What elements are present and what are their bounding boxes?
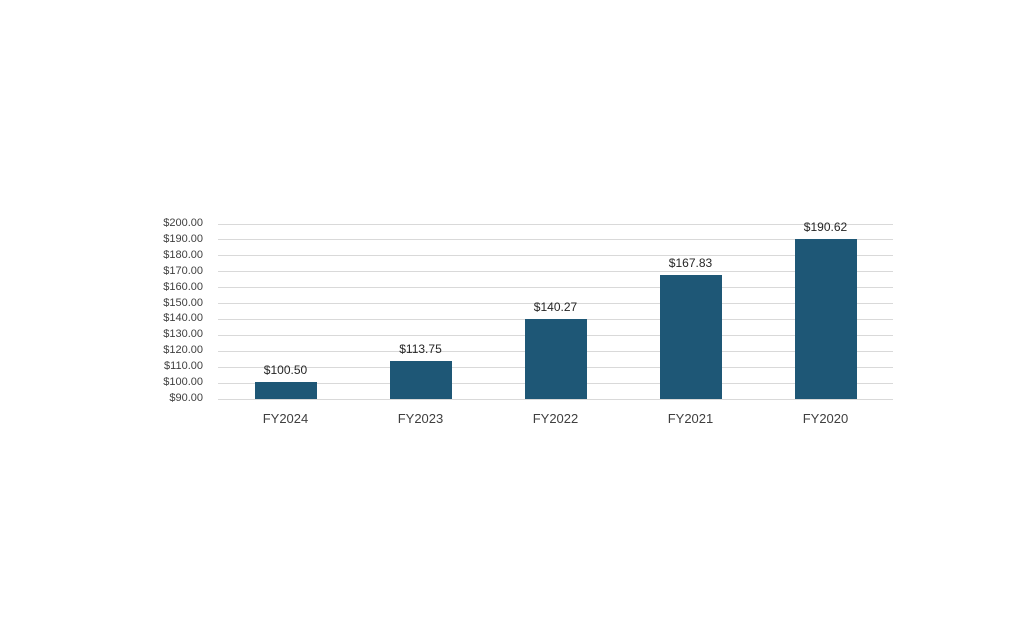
x-axis-category-label: FY2021 xyxy=(667,411,714,426)
y-axis-tick-label: $130.00 xyxy=(163,328,203,341)
y-axis-tick-label: $150.00 xyxy=(163,296,203,309)
bar-fy2024 xyxy=(254,382,317,399)
y-axis-tick-label: $170.00 xyxy=(163,264,203,277)
bar-fy2023 xyxy=(389,361,452,399)
y-axis-tick-label: $180.00 xyxy=(163,248,203,261)
y-axis-tick-label: $90.00 xyxy=(169,392,203,404)
bar-fy2022 xyxy=(524,319,587,399)
gridline xyxy=(218,287,893,289)
y-axis-tick-label: $160.00 xyxy=(163,280,203,293)
x-axis-category-label: FY2022 xyxy=(532,411,579,426)
y-axis-tick-label: $120.00 xyxy=(163,344,203,357)
bar-value-label: $113.75 xyxy=(399,342,442,357)
gridline xyxy=(218,271,893,273)
y-axis-tick-label: $110.00 xyxy=(164,360,203,373)
y-axis-tick-label: $190.00 xyxy=(163,232,203,245)
bar-value-label: $140.27 xyxy=(533,300,578,315)
x-axis-category-label: FY2024 xyxy=(262,411,309,426)
gridline xyxy=(218,255,893,257)
y-axis-tick-label: $100.00 xyxy=(163,376,203,389)
bar-fy2021 xyxy=(659,275,722,399)
gridline xyxy=(218,239,893,241)
x-axis-category-label: FY2023 xyxy=(397,411,444,426)
x-axis-category-label: FY2020 xyxy=(802,411,849,426)
y-axis-tick-label: $200.00 xyxy=(163,217,203,229)
bar-value-label: $100.50 xyxy=(263,363,308,378)
y-axis-tick-label: $140.00 xyxy=(163,312,203,325)
bar-fy2020 xyxy=(794,238,857,399)
bar-value-label: $190.62 xyxy=(803,219,848,234)
bar-value-label: $167.83 xyxy=(668,256,713,271)
